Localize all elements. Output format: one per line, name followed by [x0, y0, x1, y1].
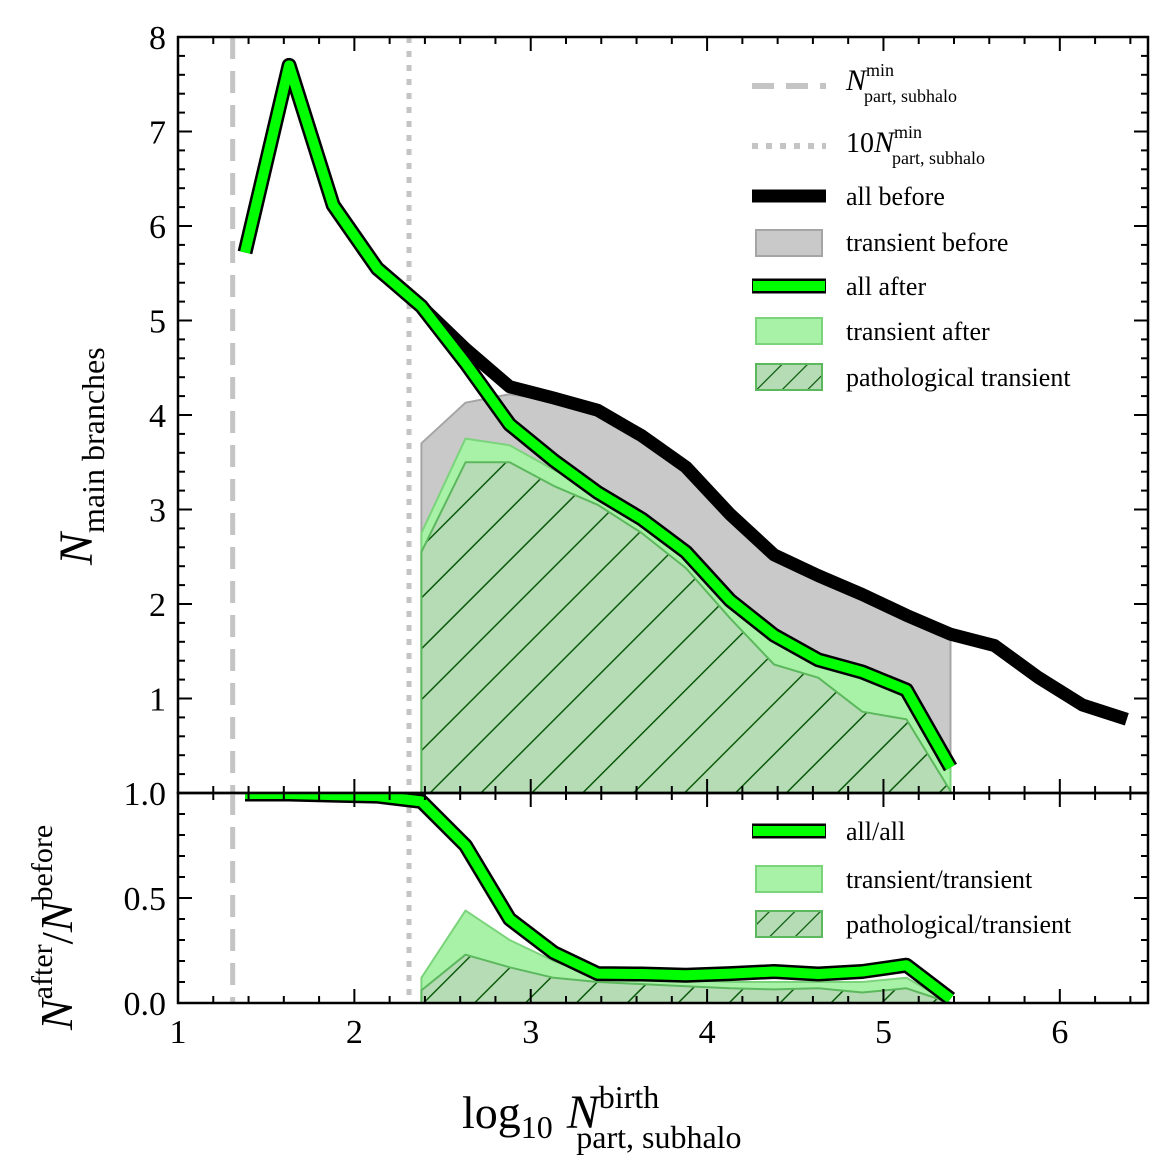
y-tick-label: 1 [149, 682, 166, 719]
legend-label-nmin: Nmin part, subhalo [845, 60, 957, 106]
all-before-line [373, 263, 1129, 726]
x-tick-label: 4 [699, 1014, 716, 1051]
y-axis-title-top: Nmain branches [50, 347, 111, 566]
y-tick-label: 7 [149, 115, 166, 152]
legend-swatch-pathological-transient [755, 363, 823, 391]
legend-swatch-transient-transient [755, 865, 823, 893]
legend-label-pathological-transient: pathological transient [846, 363, 1071, 392]
all-after-line [240, 60, 955, 770]
y-tick-label: 5 [149, 304, 166, 341]
all-all-line [245, 793, 954, 1003]
legend-label-pathological-transient-ratio: pathological/transient [846, 910, 1072, 939]
y-tick-label: 8 [149, 20, 166, 57]
pathological-transient-area [420, 953, 952, 1003]
y-tick-label: 1.0 [124, 776, 167, 813]
y-tick-label: 0.0 [124, 986, 167, 1023]
x-tick-label: 3 [522, 1014, 539, 1051]
y-tick-label: 6 [149, 209, 166, 246]
x-tick-label: 5 [875, 1014, 892, 1051]
legend-label-all-after: all after [846, 272, 926, 301]
legend-swatch-transient-after [755, 317, 823, 345]
legend-label-transient-transient: transient/transient [846, 865, 1033, 894]
pathological-transient-area [420, 461, 952, 793]
legend-top: Nmin part, subhalo 10Nmin part, subhalo al… [752, 60, 1071, 392]
legend-label-transient-after: transient after [846, 317, 990, 346]
y-tick-label: 3 [149, 493, 166, 530]
bottom-axes-frame [176, 791, 1150, 1005]
legend-label-10nmin: 10Nmin part, subhalo [846, 122, 985, 168]
legend-bottom: all/all transient/transient pathological… [752, 817, 1072, 939]
y-tick-label: 4 [149, 398, 166, 435]
legend-swatch-pathological-transient-ratio [755, 910, 823, 938]
legend-label-all-before: all before [846, 182, 945, 211]
x-tick-label: 2 [346, 1014, 363, 1051]
top-panel: 1 2 3 4 5 6 7 8 [149, 20, 1150, 795]
legend-label-transient-before: transient before [846, 228, 1008, 257]
y-tick-label: 0.5 [124, 881, 167, 918]
y-tick-label: 2 [149, 587, 166, 624]
legend-label-all-all: all/all [846, 817, 905, 846]
x-tick-label: 1 [170, 1014, 187, 1051]
x-axis-title: log10 Nbirth part, subhalo [462, 1079, 742, 1155]
x-tick-label: 6 [1051, 1014, 1068, 1051]
y-axis-title-bottom: Nafter/Nbefore [26, 825, 82, 1031]
bottom-panel: 1 2 3 4 5 6 0.0 0.5 1.0 [124, 776, 1150, 1051]
legend-swatch-transient-before [755, 229, 823, 257]
